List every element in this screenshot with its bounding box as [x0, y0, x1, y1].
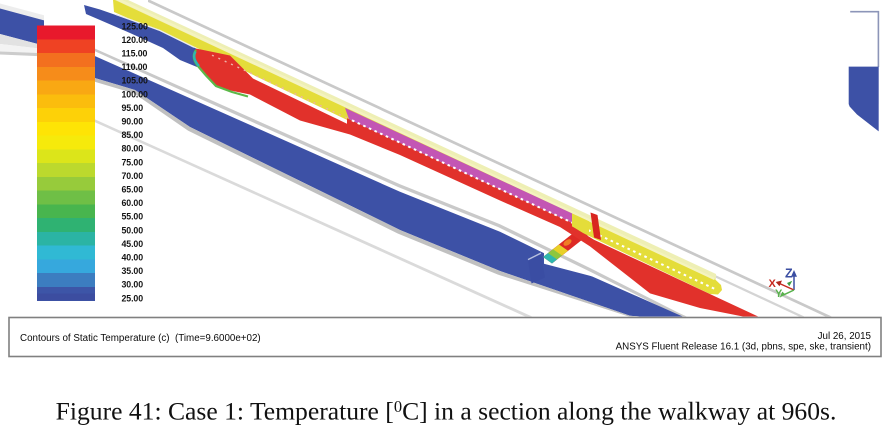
svg-text:80.00: 80.00: [122, 144, 144, 154]
svg-text:Z: Z: [785, 266, 793, 280]
svg-text:Y: Y: [775, 288, 783, 300]
svg-text:45.00: 45.00: [122, 239, 144, 249]
svg-text:40.00: 40.00: [122, 253, 144, 263]
svg-text:25.00: 25.00: [122, 293, 144, 303]
svg-text:110.00: 110.00: [122, 62, 148, 72]
svg-text:50.00: 50.00: [122, 225, 144, 235]
svg-text:70.00: 70.00: [122, 171, 144, 181]
svg-text:Figure 41: Case 1: Temperature: Figure 41: Case 1: Temperature [0C] in a…: [56, 397, 837, 426]
svg-text:35.00: 35.00: [122, 266, 144, 276]
svg-text:30.00: 30.00: [122, 280, 144, 290]
svg-text:Jul 26, 2015: Jul 26, 2015: [818, 331, 872, 342]
svg-text:55.00: 55.00: [122, 212, 144, 222]
svg-text:115.00: 115.00: [122, 49, 148, 59]
svg-text:Contours of Static Temperature: Contours of Static Temperature (c) (Time…: [20, 333, 261, 344]
svg-text:120.00: 120.00: [122, 35, 149, 45]
svg-text:105.00: 105.00: [122, 76, 149, 86]
svg-text:X: X: [769, 278, 777, 290]
svg-text:90.00: 90.00: [122, 117, 144, 127]
svg-text:65.00: 65.00: [122, 185, 144, 195]
svg-text:ANSYS Fluent Release 16.1 (3d,: ANSYS Fluent Release 16.1 (3d, pbns, spe…: [616, 342, 871, 353]
svg-text:125.00: 125.00: [122, 21, 149, 31]
svg-text:75.00: 75.00: [122, 157, 144, 167]
svg-text:85.00: 85.00: [122, 130, 144, 140]
svg-text:60.00: 60.00: [122, 198, 144, 208]
svg-text:100.00: 100.00: [122, 89, 149, 99]
svg-text:95.00: 95.00: [122, 103, 144, 113]
